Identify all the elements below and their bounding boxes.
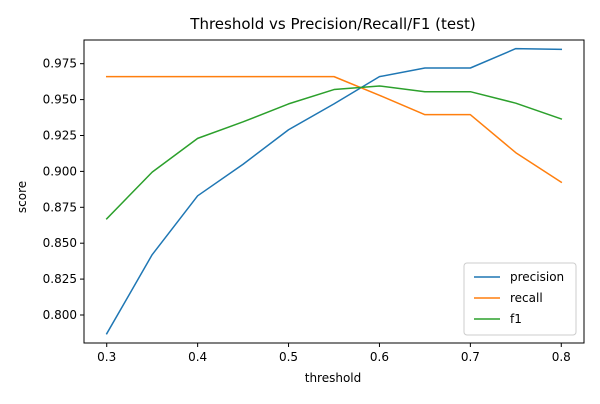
x-tick-label: 0.7	[461, 350, 480, 364]
legend-label-recall: recall	[510, 291, 543, 305]
x-tick-label: 0.8	[552, 350, 571, 364]
axes-frame	[83, 39, 585, 344]
legend-box	[463, 262, 577, 336]
x-axis-label: threshold	[305, 371, 362, 385]
y-axis-label: score	[15, 181, 29, 213]
y-tick-label: 0.825	[43, 272, 77, 286]
chart-title: Threshold vs Precision/Recall/F1 (test)	[189, 15, 475, 33]
x-tick-label: 0.6	[370, 350, 389, 364]
legend: precision recall f1	[463, 262, 577, 336]
y-tick-label: 0.925	[43, 128, 77, 142]
y-tick-label: 0.800	[43, 308, 77, 322]
x-tick-label: 0.3	[97, 350, 116, 364]
y-tick-label: 0.850	[43, 236, 77, 250]
y-tick-label: 0.950	[43, 93, 77, 107]
x-tick-label: 0.4	[188, 350, 207, 364]
y-tick-label: 0.975	[43, 57, 77, 71]
x-tick-label: 0.5	[279, 350, 298, 364]
legend-label-precision: precision	[510, 270, 564, 284]
y-tick-label: 0.900	[43, 164, 77, 178]
y-tick-label: 0.875	[43, 200, 77, 214]
series-line-recall	[105, 75, 563, 184]
plot-area	[83, 39, 585, 344]
legend-label-f1: f1	[510, 312, 522, 326]
series-line-precision	[105, 47, 563, 335]
series-line-f1	[105, 85, 563, 220]
axis-ticks: 0.3 0.4 0.5 0.6 0.7 0.8 0.800 0.825 0.850 0.875 0.…	[43, 57, 571, 364]
